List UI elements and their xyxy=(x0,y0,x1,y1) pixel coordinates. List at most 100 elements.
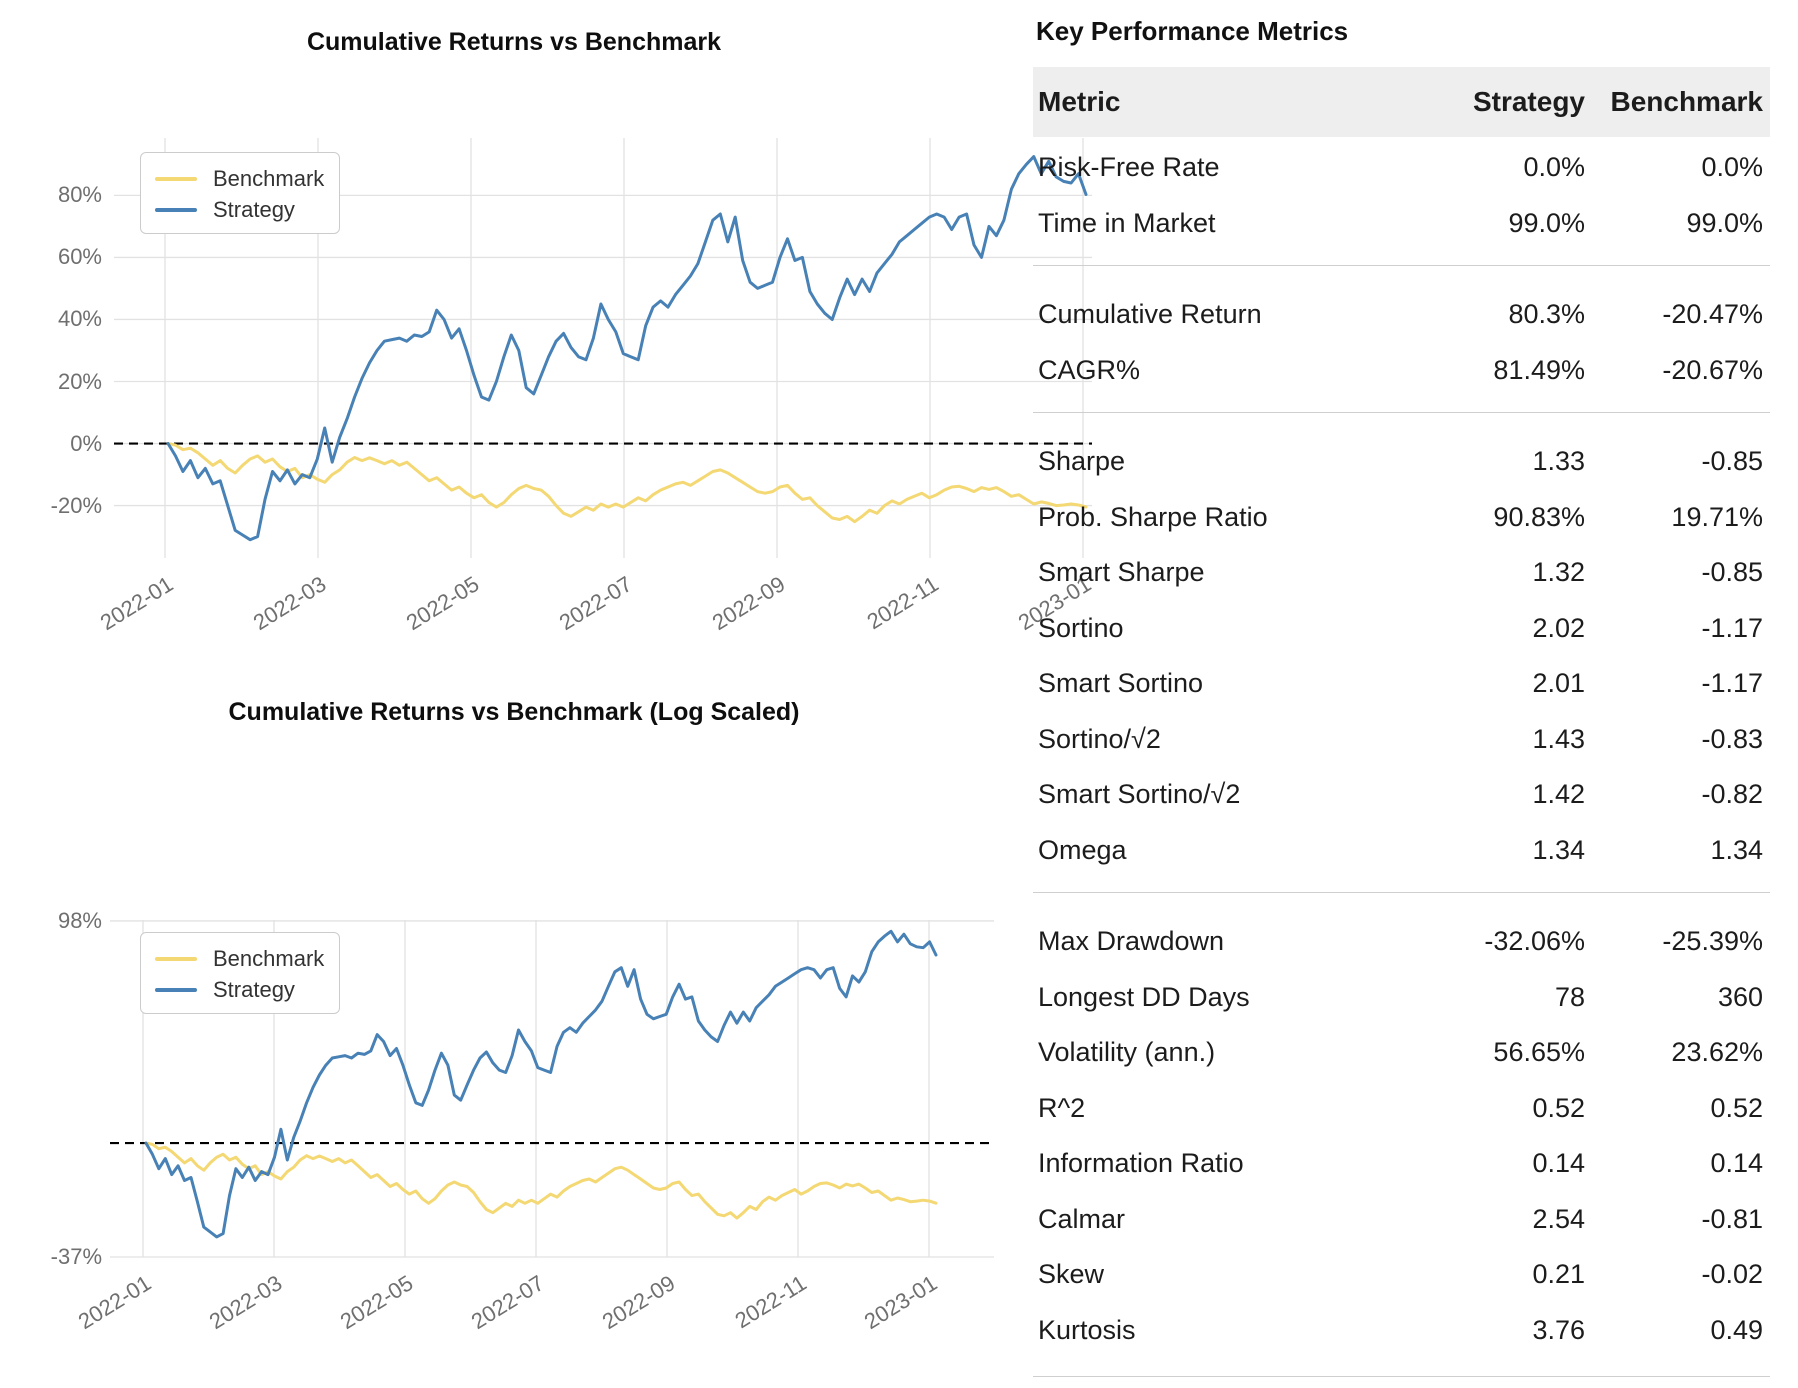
metric-name: CAGR% xyxy=(1038,354,1141,385)
legend-item-strategy: Strategy xyxy=(155,974,339,1005)
table-row: Cumulative Return 80.3% -20.47% xyxy=(1033,287,1770,343)
metric-name: Sortino/√2 xyxy=(1038,723,1161,754)
metric-name: Smart Sortino xyxy=(1038,668,1204,699)
benchmark-line-swatch xyxy=(155,956,197,961)
y-axis-tick-label: 20% xyxy=(57,368,102,394)
metric-name: Omega xyxy=(1038,834,1127,865)
strategy-value: -32.06% xyxy=(1484,926,1585,957)
strategy-value: 2.01 xyxy=(1532,668,1585,699)
strategy-value: 1.34 xyxy=(1532,834,1585,865)
strategy-value: 99.0% xyxy=(1508,207,1585,238)
legend-item-benchmark: Benchmark xyxy=(155,163,339,194)
benchmark-value: -20.47% xyxy=(1662,299,1763,330)
legend-label: Strategy xyxy=(213,976,295,1002)
benchmark-value: 0.49 xyxy=(1710,1314,1763,1345)
metrics-group: Sharpe 1.33 -0.85 Prob. Sharpe Ratio 90.83% 1… xyxy=(1033,434,1770,878)
table-row: Sharpe 1.33 -0.85 xyxy=(1033,434,1770,490)
strategy-value: 0.14 xyxy=(1532,1148,1585,1179)
metric-name: Risk-Free Rate xyxy=(1038,152,1220,183)
benchmark-value: 0.52 xyxy=(1710,1092,1763,1123)
legend-label: Benchmark xyxy=(213,165,325,191)
benchmark-value: -0.83 xyxy=(1701,723,1763,754)
strategy-value: 2.02 xyxy=(1532,612,1585,643)
table-group-divider xyxy=(1033,892,1770,893)
legend-label: Benchmark xyxy=(213,945,325,971)
metric-name: Max Drawdown xyxy=(1038,926,1225,957)
table-row: CAGR% 81.49% -20.67% xyxy=(1033,343,1770,399)
strategy-value: 0.52 xyxy=(1532,1092,1585,1123)
strategy-value: 2.54 xyxy=(1532,1203,1585,1234)
table-row: Smart Sharpe 1.32 -0.85 xyxy=(1033,545,1770,601)
table-row: Smart Sortino/√2 1.42 -0.82 xyxy=(1033,767,1770,823)
table-row: Time in Market 99.0% 99.0% xyxy=(1033,196,1770,252)
table-row: Smart Sortino 2.01 -1.17 xyxy=(1033,656,1770,712)
metric-name: Time in Market xyxy=(1038,207,1216,238)
metric-name: Skew xyxy=(1038,1259,1105,1290)
benchmark-value: 19.71% xyxy=(1671,501,1763,532)
benchmark-value: -25.39% xyxy=(1662,926,1763,957)
y-axis-tick-label: 60% xyxy=(57,244,102,270)
table-row: R^2 0.52 0.52 xyxy=(1033,1081,1770,1137)
strategy-value: 1.33 xyxy=(1532,446,1585,477)
legend-bottom-chart: Benchmark Strategy xyxy=(140,932,340,1014)
metric-name: Smart Sharpe xyxy=(1038,557,1205,588)
table-row: Kurtosis 3.76 0.49 xyxy=(1033,1303,1770,1359)
column-header-benchmark: Benchmark xyxy=(1610,86,1763,117)
strategy-value: 1.32 xyxy=(1532,557,1585,588)
metric-name: R^2 xyxy=(1038,1092,1086,1123)
benchmark-value: 23.62% xyxy=(1671,1037,1763,1068)
table-row: Longest DD Days 78 360 xyxy=(1033,970,1770,1026)
table-row: Max Drawdown -32.06% -25.39% xyxy=(1033,914,1770,970)
strategy-value: 81.49% xyxy=(1493,354,1585,385)
benchmark-value: 0.14 xyxy=(1710,1148,1763,1179)
metrics-table-title: Key Performance Metrics xyxy=(1036,16,1349,46)
strategy-value: 1.43 xyxy=(1532,723,1585,754)
table-row: Calmar 2.54 -0.81 xyxy=(1033,1192,1770,1248)
strategy-value: 0.0% xyxy=(1523,152,1585,183)
column-header-strategy: Strategy xyxy=(1472,86,1585,117)
metric-name: Kurtosis xyxy=(1038,1314,1136,1345)
benchmark-value: -1.17 xyxy=(1701,612,1763,643)
metric-name: Smart Sortino/√2 xyxy=(1038,779,1241,810)
metrics-group: Risk-Free Rate 0.0% 0.0% Time in Market 99.0… xyxy=(1033,140,1770,251)
benchmark-line-swatch xyxy=(155,176,197,181)
benchmark-value: 1.34 xyxy=(1710,834,1763,865)
benchmark-value: -0.85 xyxy=(1701,557,1763,588)
metric-name: Prob. Sharpe Ratio xyxy=(1038,501,1268,532)
legend-label: Strategy xyxy=(213,196,295,222)
benchmark-value: -0.85 xyxy=(1701,446,1763,477)
table-row: Sortino/√2 1.43 -0.83 xyxy=(1033,712,1770,768)
table-row: Omega 1.34 1.34 xyxy=(1033,823,1770,879)
column-header-metric: Metric xyxy=(1038,86,1121,117)
strategy-line-swatch xyxy=(155,987,197,992)
metric-name: Cumulative Return xyxy=(1038,299,1262,330)
metric-name: Volatility (ann.) xyxy=(1038,1037,1216,1068)
benchmark-value: -1.17 xyxy=(1701,668,1763,699)
strategy-line-swatch xyxy=(155,207,197,212)
cumulative-returns-chart-title: Cumulative Returns vs Benchmark xyxy=(306,28,722,56)
legend-item-benchmark: Benchmark xyxy=(155,943,339,974)
y-axis-tick-label: -37% xyxy=(50,1244,102,1269)
table-bottom-border xyxy=(1033,1376,1770,1377)
metric-name: Longest DD Days xyxy=(1038,981,1250,1012)
log-cumulative-returns-chart-title: Cumulative Returns vs Benchmark (Log Sca… xyxy=(228,698,800,726)
strategy-value: 3.76 xyxy=(1532,1314,1585,1345)
table-row: Prob. Sharpe Ratio 90.83% 19.71% xyxy=(1033,490,1770,546)
table-row: Sortino 2.02 -1.17 xyxy=(1033,601,1770,657)
metric-name: Information Ratio xyxy=(1038,1148,1244,1179)
benchmark-value: -0.82 xyxy=(1701,779,1763,810)
benchmark-value: 0.0% xyxy=(1701,152,1763,183)
legend-item-strategy: Strategy xyxy=(155,194,339,225)
strategy-value: 78 xyxy=(1554,981,1585,1012)
strategy-value: 56.65% xyxy=(1493,1037,1585,1068)
metric-name: Sharpe xyxy=(1038,446,1126,477)
metrics-table-header-row: Metric Strategy Benchmark xyxy=(1033,67,1770,137)
table-row: Risk-Free Rate 0.0% 0.0% xyxy=(1033,140,1770,196)
metrics-group: Cumulative Return 80.3% -20.47% CAGR% 81.49%… xyxy=(1033,287,1770,398)
metric-name: Calmar xyxy=(1038,1203,1126,1234)
legend-top-chart: Benchmark Strategy xyxy=(140,152,340,234)
strategy-value: 90.83% xyxy=(1493,501,1585,532)
table-row: Skew 0.21 -0.02 xyxy=(1033,1247,1770,1303)
